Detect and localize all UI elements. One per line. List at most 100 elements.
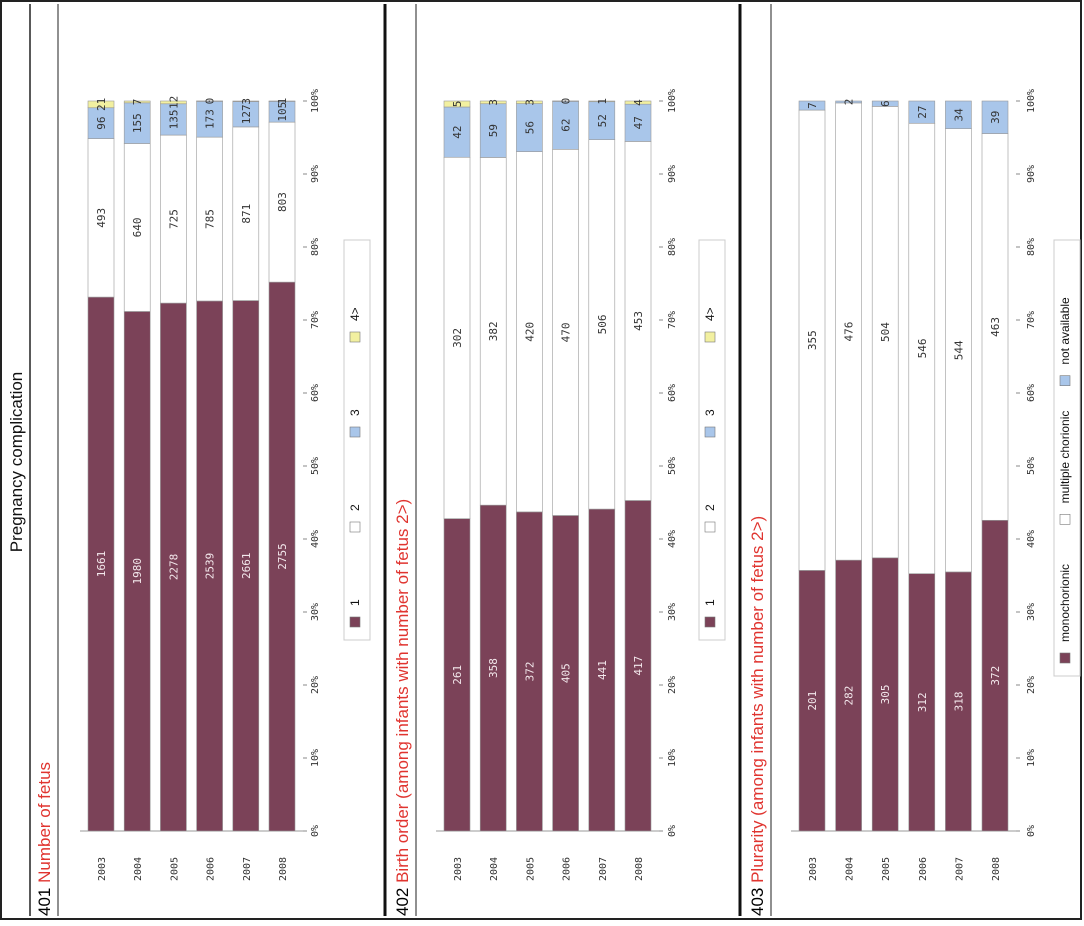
bar-segment	[160, 103, 187, 136]
bar-segment	[945, 571, 972, 832]
chart-401: 401 Number of fetus 0% 10% 20% 30% 40% 50% 60% 7…	[35, 89, 371, 916]
chart-title-text: Number of fetus	[35, 762, 54, 883]
bar-label: 358	[487, 658, 500, 678]
bar-segment	[908, 100, 936, 124]
legend-swatch	[349, 426, 361, 438]
tick-label: 30%	[667, 603, 678, 621]
bar-segment	[871, 106, 899, 559]
bar-label: 0	[204, 98, 217, 105]
chart-title-number: 402	[393, 883, 412, 916]
bar-segment	[871, 557, 899, 832]
tick-label: 50%	[310, 457, 321, 475]
bar-label: 1	[596, 98, 609, 105]
bar-segment	[87, 138, 115, 298]
category-label: 2003	[808, 857, 819, 881]
bar-segment	[479, 504, 507, 832]
legend-swatch	[704, 331, 716, 343]
bar-segment	[624, 100, 652, 105]
legend-label: 4>	[703, 307, 717, 321]
bar-label: 127	[240, 104, 253, 124]
bar-segment	[552, 149, 579, 516]
bar-segment	[516, 100, 543, 104]
bar-segment	[516, 511, 543, 832]
category-label: 2005	[881, 857, 892, 881]
bar-label: 544	[952, 340, 965, 360]
tick-label: 60%	[1026, 384, 1037, 402]
chart-title-text: Plurarity (among infants with number of …	[748, 516, 767, 883]
legend: 1 2 3 4>	[698, 239, 726, 641]
bar-segment	[908, 573, 936, 832]
bar-label: 34	[952, 108, 965, 122]
bar-segment	[552, 515, 579, 832]
bar-label: 3	[523, 99, 536, 106]
legend-swatch	[704, 521, 716, 533]
bar-label: 59	[487, 124, 500, 137]
bar-segment	[479, 100, 507, 105]
legend-swatch	[704, 426, 716, 438]
charts-container: 401 Number of fetus 0%10%20%30%40%50%60%7…	[35, 89, 1081, 916]
legend-label: 1	[703, 599, 717, 606]
bar-label: 56	[523, 121, 536, 134]
bar-segment	[443, 106, 471, 158]
bar-label: 201	[806, 691, 819, 711]
bar-segment	[196, 100, 223, 138]
bar-segment	[624, 103, 652, 142]
bar-label: 803	[276, 192, 289, 212]
bar-label: 42	[451, 125, 464, 138]
tick-label: 50%	[1026, 457, 1037, 475]
bar-label: 1	[276, 98, 289, 105]
tick-label: 60%	[667, 384, 678, 402]
bar-segment	[160, 134, 187, 304]
category-label: 2003	[453, 857, 464, 881]
tick-label: 0%	[667, 825, 678, 837]
bar-segment	[798, 570, 826, 832]
bar-label: 0	[560, 98, 573, 105]
bar-segment	[232, 300, 260, 832]
bar-label: 3	[240, 98, 253, 105]
bar-label: 405	[560, 663, 573, 683]
tick-label: 40%	[667, 530, 678, 548]
tick-label: 40%	[1026, 530, 1037, 548]
tick-label: 30%	[1026, 603, 1037, 621]
bar-segment	[232, 100, 260, 102]
legend-box	[698, 239, 726, 641]
tick-label: 100%	[667, 89, 678, 113]
page-header-text: Pregnancy complication	[7, 372, 26, 552]
category-label: 2007	[242, 857, 253, 881]
bar-label: 506	[596, 314, 609, 334]
bar-label: 305	[879, 684, 892, 704]
chart-403: 403 Plurarity (among infants with number…	[748, 89, 1081, 916]
bar-segment	[798, 100, 826, 111]
chart-title-number: 401	[35, 883, 54, 916]
category-label: 2007	[954, 857, 965, 881]
legend-label: not available	[1058, 297, 1072, 365]
bar-label: 62	[560, 119, 573, 132]
bar-segment	[443, 100, 471, 108]
category-label: 2004	[133, 857, 144, 881]
bar-segment	[835, 100, 862, 104]
bar-label: 2278	[167, 554, 180, 581]
tick-label: 0%	[1026, 825, 1037, 837]
category-label: 2004	[845, 857, 856, 881]
bar-segment	[123, 102, 151, 144]
bar-label: 372	[523, 662, 536, 682]
bar-segment	[516, 151, 543, 513]
bar-label: 312	[916, 692, 929, 712]
bar-label: 282	[843, 686, 856, 706]
bar-segment	[552, 100, 579, 102]
bar-label: 302	[451, 328, 464, 348]
bar-label: 4	[632, 99, 645, 106]
bar-label: 785	[204, 209, 217, 229]
tick-label: 40%	[310, 530, 321, 548]
bar-segment	[624, 141, 652, 501]
bar-label: 27	[916, 106, 929, 119]
tick-label: 90%	[310, 165, 321, 183]
bar-label: 96	[95, 117, 108, 130]
tick-label: 0%	[310, 825, 321, 837]
bar-segment	[945, 100, 972, 130]
legend-swatch	[349, 521, 361, 533]
bar-segment	[981, 133, 1009, 521]
bar-label: 2539	[204, 553, 217, 580]
